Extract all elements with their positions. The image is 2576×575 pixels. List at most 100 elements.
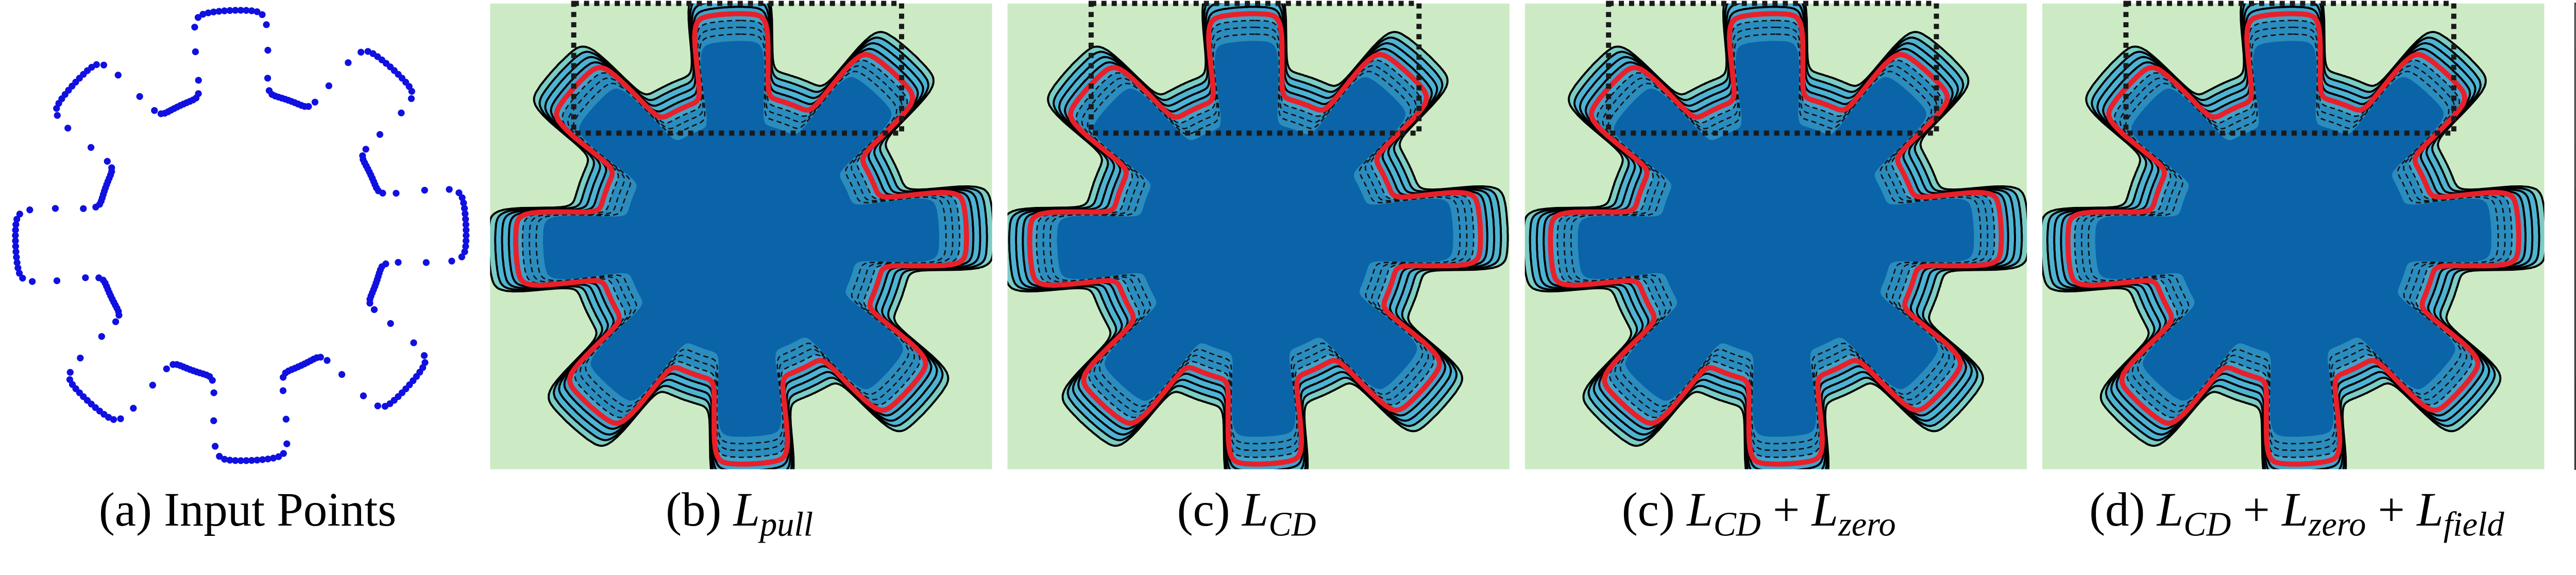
panel-caption: (d) LCD + Lzero + Lfield <box>2089 483 2504 544</box>
panel-caption: (c) LCD <box>1177 483 1316 544</box>
point <box>393 189 400 197</box>
point <box>12 248 20 255</box>
contour <box>490 3 992 469</box>
point <box>54 112 61 119</box>
point <box>264 455 272 463</box>
level-fill <box>1057 41 1453 437</box>
colorbar-frame <box>2574 3 2576 470</box>
point <box>269 455 277 462</box>
point <box>305 103 312 110</box>
sdf-panel <box>2042 3 2545 469</box>
point <box>253 457 261 464</box>
point <box>381 403 388 410</box>
caption-text: + <box>2243 483 2270 536</box>
point <box>311 98 319 106</box>
point <box>216 452 223 460</box>
point <box>259 456 266 463</box>
point <box>117 415 124 423</box>
point <box>458 253 465 260</box>
contour <box>1007 3 1509 469</box>
colorbar: 0.0500.0250.000−0.025−0.050 <box>2574 3 2576 470</box>
point <box>104 158 111 165</box>
contour-dashed <box>535 33 947 445</box>
point <box>12 242 19 250</box>
point <box>463 226 470 234</box>
point <box>210 8 217 15</box>
zoom-box <box>1088 1 1422 136</box>
point <box>29 278 36 285</box>
point <box>282 415 290 423</box>
point <box>232 7 239 14</box>
point <box>408 88 415 95</box>
point <box>462 237 470 245</box>
contour-dashed <box>1556 20 1995 458</box>
point <box>463 232 470 239</box>
point <box>338 371 346 378</box>
caption-text: (c) <box>1177 483 1230 536</box>
point <box>226 457 233 464</box>
contour-dashed <box>521 20 961 458</box>
point <box>66 369 74 376</box>
point <box>210 417 217 424</box>
point <box>421 186 428 194</box>
point <box>26 206 33 214</box>
point <box>237 7 244 14</box>
point <box>195 90 202 97</box>
point <box>112 318 120 325</box>
contour-dashed <box>1563 26 1989 451</box>
point <box>460 199 467 206</box>
zero-contour <box>1548 11 2004 467</box>
point <box>275 453 282 460</box>
caption-subscript: zero <box>1838 506 1896 544</box>
level-fill <box>1578 41 1974 437</box>
point <box>455 189 463 197</box>
point <box>448 257 455 265</box>
caption-subscript: CD <box>1268 506 1316 544</box>
point <box>387 320 394 327</box>
point <box>462 242 469 250</box>
contour-dashed <box>1036 20 1475 458</box>
contour <box>2046 3 2540 469</box>
point <box>462 221 469 228</box>
point <box>243 457 250 464</box>
zoom-box <box>2123 1 2456 136</box>
point <box>374 402 381 410</box>
point <box>95 274 103 282</box>
sdf-panel <box>1007 3 1510 469</box>
panel-caption: (a) Input Points <box>99 483 396 536</box>
point <box>259 11 266 19</box>
point <box>279 387 287 394</box>
point <box>130 405 137 412</box>
caption-symbol: L <box>2416 483 2444 536</box>
contour-dashed <box>2074 20 2513 458</box>
point <box>410 339 417 346</box>
point <box>366 300 374 307</box>
point <box>280 450 287 457</box>
point <box>395 258 402 266</box>
point <box>136 93 143 100</box>
point <box>13 259 21 266</box>
caption-text: + <box>2378 483 2405 536</box>
point <box>459 194 466 201</box>
caption-symbol: L <box>2156 483 2184 536</box>
panel-caption: (c) LCD + Lzero <box>1622 483 1896 544</box>
caption-text: (d) <box>2089 483 2145 536</box>
caption-symbol: L <box>732 483 760 536</box>
caption-text: (b) <box>666 483 721 536</box>
zero-contour <box>2065 11 2521 467</box>
level-fill <box>543 41 939 437</box>
point <box>325 82 332 90</box>
contour-dashed <box>1042 26 1468 451</box>
contour-dashed <box>1570 33 1982 445</box>
point <box>163 365 170 373</box>
input-points <box>12 7 470 464</box>
point <box>283 440 291 447</box>
point <box>379 189 386 197</box>
point <box>191 24 198 31</box>
caption-subscript: zero <box>2308 506 2366 544</box>
point <box>12 237 19 245</box>
caption-symbol: L <box>1686 483 1714 536</box>
point <box>248 7 256 14</box>
point <box>362 146 369 153</box>
point <box>12 226 19 234</box>
